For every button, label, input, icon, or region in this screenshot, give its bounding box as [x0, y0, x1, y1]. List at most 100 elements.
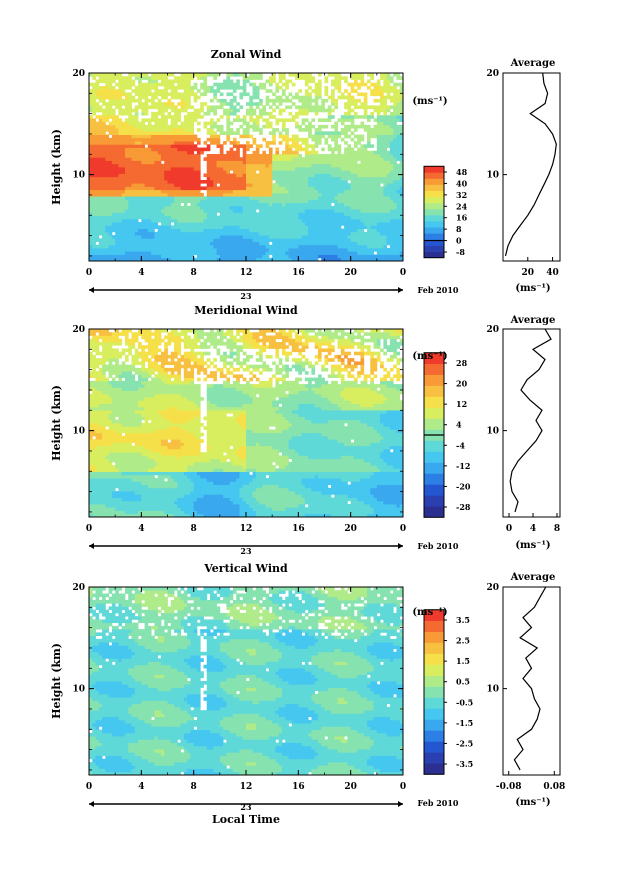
heatmap-cell — [115, 199, 119, 204]
heatmap-cell — [128, 79, 132, 84]
heatmap-cell — [295, 244, 299, 249]
heatmap-cell — [370, 218, 374, 223]
heatmap-cell — [216, 251, 221, 255]
heatmap-cell — [242, 186, 247, 191]
heatmap-cell — [115, 222, 119, 226]
heatmap-cell — [262, 257, 267, 261]
heatmap-cell — [147, 218, 152, 223]
heatmap-cell — [357, 163, 361, 168]
heatmap-cell — [213, 196, 217, 200]
heatmap-cell — [317, 163, 322, 168]
heatmap-cell — [134, 147, 139, 152]
heatmap-cell — [89, 163, 93, 168]
heatmap-cell — [216, 254, 221, 259]
heatmap-cell — [147, 248, 152, 252]
heatmap-cell — [226, 218, 231, 223]
heatmap-cell — [363, 218, 368, 223]
heatmap-cell — [196, 121, 201, 126]
heatmap-cell — [373, 134, 378, 139]
heatmap-cell — [324, 98, 329, 103]
heatmap-cell — [340, 192, 345, 197]
heatmap-cell — [190, 160, 195, 165]
heatmap-cell — [138, 222, 142, 226]
heatmap-cell — [183, 202, 188, 207]
heatmap-cell — [232, 108, 237, 113]
heatmap-cell — [249, 235, 253, 239]
heatmap-cell — [314, 150, 319, 155]
heatmap-cell — [311, 176, 316, 181]
heatmap-cell — [187, 235, 191, 239]
heatmap-cell — [301, 167, 306, 171]
heatmap-cell — [105, 215, 110, 220]
heatmap-cell — [144, 199, 149, 204]
heatmap-cell — [187, 160, 191, 165]
heatmap-cell — [167, 163, 172, 168]
heatmap-cell — [164, 225, 168, 229]
heatmap-cell — [154, 209, 159, 213]
heatmap-cell — [89, 257, 93, 261]
heatmap-cell — [350, 222, 355, 226]
heatmap-cell — [128, 231, 132, 236]
heatmap-cell — [308, 257, 312, 261]
heatmap-cell — [386, 131, 391, 135]
heatmap-cell — [141, 150, 145, 155]
heatmap-cell — [138, 95, 142, 100]
heatmap-cell — [380, 154, 384, 158]
heatmap-cell — [399, 173, 403, 178]
heatmap-cell — [203, 89, 208, 93]
heatmap-cell — [399, 199, 403, 204]
heatmap-cell — [226, 209, 231, 213]
heatmap-cell — [190, 244, 195, 249]
heatmap-cell — [396, 235, 401, 239]
heatmap-cell — [216, 134, 221, 139]
heatmap-cell — [193, 228, 198, 233]
heatmap-cell — [265, 218, 270, 223]
heatmap-cell — [246, 176, 250, 181]
heatmap-cell — [304, 215, 309, 220]
heatmap-cell — [89, 494, 93, 498]
heatmap-cell — [321, 196, 325, 200]
heatmap-cell — [278, 212, 283, 217]
colorbar-swatch — [424, 166, 444, 173]
heatmap-cell — [141, 73, 145, 77]
heatmap-cell — [393, 254, 397, 259]
heatmap-cell — [89, 497, 93, 502]
heatmap-cell — [331, 160, 335, 165]
heatmap-cell — [92, 118, 96, 123]
heatmap-cell — [255, 183, 260, 187]
heatmap-cell — [121, 192, 126, 197]
heatmap-cell — [226, 167, 231, 171]
heatmap-cell — [151, 209, 155, 213]
heatmap-cell — [203, 76, 208, 80]
heatmap-cell — [138, 167, 142, 171]
heatmap-cell — [242, 85, 247, 90]
heatmap-cell — [396, 82, 401, 87]
heatmap-cell — [223, 170, 227, 174]
heatmap-cell — [331, 108, 335, 113]
heatmap-cell — [154, 131, 159, 135]
heatmap-cell — [281, 73, 286, 77]
heatmap-cell — [311, 179, 316, 184]
heatmap-cell — [216, 228, 221, 233]
heatmap-cell — [360, 157, 365, 161]
heatmap-cell — [239, 163, 244, 168]
heatmap-cell — [396, 186, 401, 191]
heatmap-cell — [373, 254, 378, 259]
heatmap-cell — [255, 150, 260, 155]
heatmap-cell — [210, 199, 214, 204]
heatmap-cell — [174, 186, 178, 191]
heatmap-cell — [92, 361, 96, 366]
heatmap-cell — [226, 121, 231, 126]
heatmap-cell — [285, 128, 289, 132]
heatmap-cell — [288, 154, 293, 158]
heatmap-cell — [370, 157, 374, 161]
heatmap-cell — [262, 248, 267, 252]
heatmap-cell — [357, 92, 361, 97]
heatmap-cell — [350, 257, 355, 261]
heatmap-cell — [95, 215, 100, 220]
heatmap-cell — [92, 212, 96, 217]
heatmap-cell — [291, 183, 296, 187]
heatmap-cell — [304, 199, 309, 204]
heatmap-cell — [275, 98, 280, 103]
heatmap-cell — [321, 154, 325, 158]
